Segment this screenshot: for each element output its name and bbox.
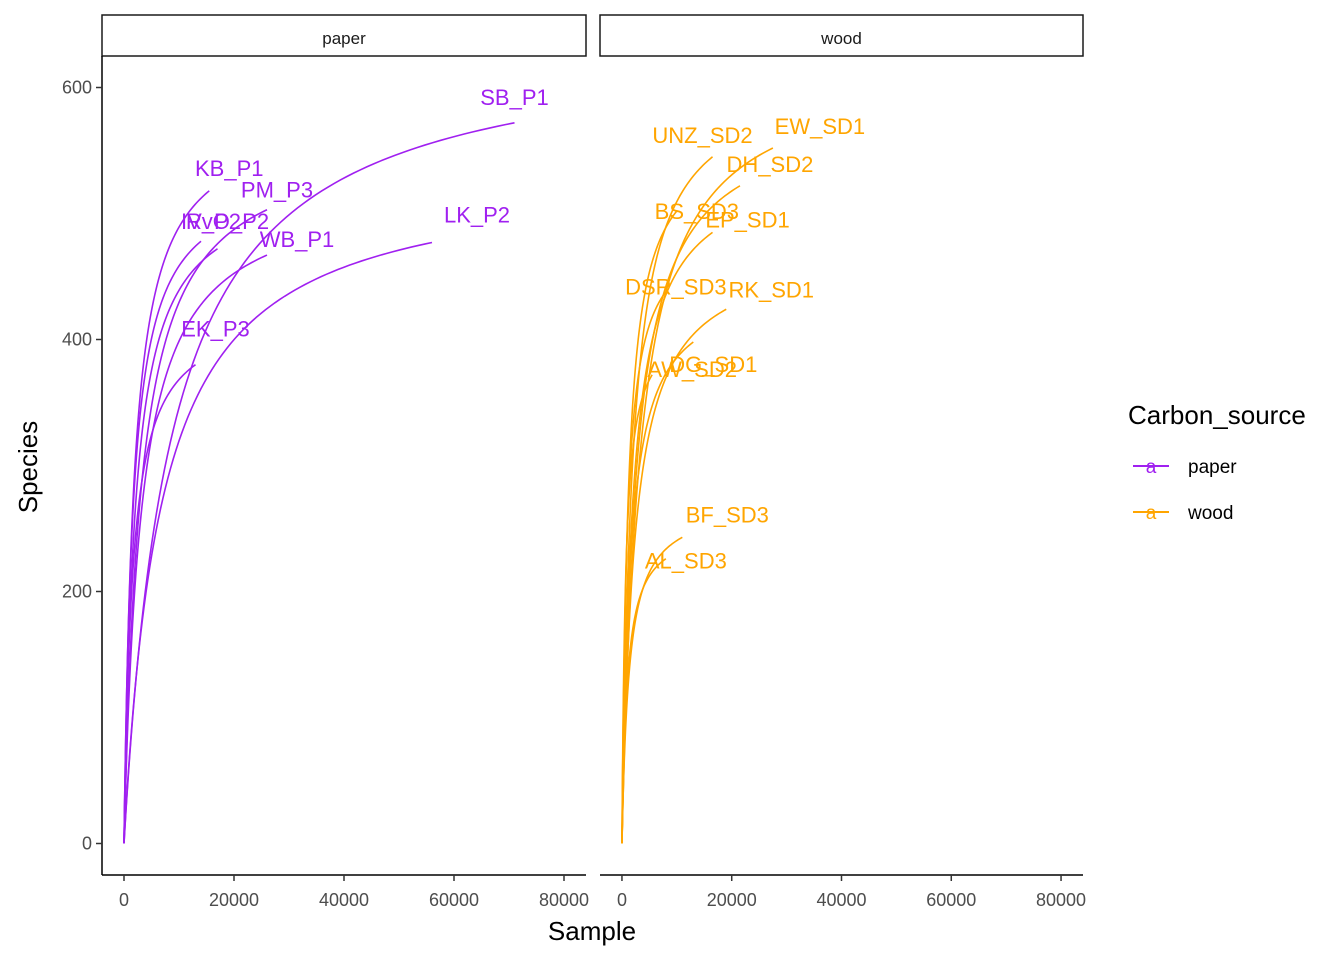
- curve-LK_P2: [123, 241, 433, 844]
- legend-label-paper: paper: [1188, 457, 1237, 478]
- y-tick-label: 200: [62, 582, 92, 602]
- y-tick-label: 600: [62, 78, 92, 98]
- y-tick-label: 400: [62, 330, 92, 350]
- curve-WB_P1: [123, 254, 268, 844]
- curve-label-EK_P3: EK_P3: [181, 317, 250, 342]
- legend-title: Carbon_source: [1128, 400, 1306, 430]
- x-tick-label: 60000: [926, 890, 976, 910]
- curve-label-DH_SD2: DH_SD2: [727, 152, 814, 177]
- strip-label-wood: wood: [820, 29, 862, 48]
- curve-label-RK_SD1: RK_SD1: [728, 277, 814, 302]
- curve-label-BF_SD3: BF_SD3: [686, 502, 769, 527]
- curve-label-BS_SD3: BS_SD3: [655, 199, 739, 224]
- legend-item-wood: a wood: [1133, 503, 1233, 524]
- curve-label-IV_P2: IV_P2: [181, 209, 241, 234]
- curve-AW_SD2: [621, 374, 653, 844]
- x-tick-label: 20000: [209, 890, 259, 910]
- curve-label-AW_SD2: AW_SD2: [647, 357, 737, 382]
- curve-label-EW_SD1: EW_SD1: [775, 114, 865, 139]
- curve-EK_P3: [123, 364, 196, 844]
- strip-paper: [101, 14, 587, 57]
- curve-label-KB_P1: KB_P1: [195, 156, 264, 181]
- curve-label-UNZ_SD2: UNZ_SD2: [652, 123, 752, 148]
- panel-paper: paper 0 200 400 600 0 20000 40000 60000 80000 SB_P…: [62, 14, 589, 910]
- curve-label-DG_SD1: DG_SD1: [669, 352, 757, 377]
- legend: Carbon_source a paper a wood: [1128, 400, 1306, 524]
- x-tick-label: 40000: [816, 890, 866, 910]
- x-axis-title: Sample: [548, 916, 636, 946]
- curve-EW_SD1: [621, 147, 774, 844]
- facet-panels: paper 0 200 400 600 0 20000 40000 60000 80000 SB_P…: [62, 14, 1086, 910]
- y-axis-title: Species: [13, 421, 43, 514]
- x-tick-label: 80000: [1036, 890, 1086, 910]
- legend-item-paper: a paper: [1133, 457, 1237, 478]
- curve-PM_P3: [123, 208, 268, 844]
- panel-wood: wood 0 20000 40000 60000 80000 EW_SD1 UNZ_SD2 DH…: [599, 14, 1086, 910]
- curve-label-PM_P3: PM_P3: [241, 178, 313, 203]
- x-tick-label: 80000: [539, 890, 589, 910]
- x-tick-label: 40000: [319, 890, 369, 910]
- x-tick-label: 20000: [707, 890, 757, 910]
- curve-label-LK_P2: LK_P2: [444, 202, 510, 227]
- legend-key-glyph-wood: a: [1146, 503, 1157, 524]
- curve-label-RvO_P2: RvO_P2: [186, 209, 269, 234]
- curve-label-AL_SD3: AL_SD3: [645, 549, 727, 574]
- strip-label-paper: paper: [322, 29, 366, 48]
- curve-label-EP_SD1: EP_SD1: [705, 207, 789, 232]
- strip-wood: [599, 14, 1084, 57]
- x-tick-label: 60000: [429, 890, 479, 910]
- curve-label-WB_P1: WB_P1: [260, 227, 335, 252]
- legend-key-glyph-paper: a: [1146, 457, 1157, 478]
- curve-AL_SD3: [621, 558, 667, 844]
- x-tick-label: 0: [617, 890, 627, 910]
- curve-label-DSR_SD3: DSR_SD3: [625, 275, 726, 300]
- y-tick-label: 0: [82, 834, 92, 854]
- x-tick-label: 0: [119, 890, 129, 910]
- legend-label-wood: wood: [1187, 503, 1233, 524]
- curve-label-SB_P1: SB_P1: [480, 85, 549, 110]
